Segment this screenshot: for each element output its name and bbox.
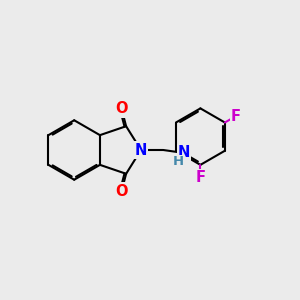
Text: O: O <box>116 184 128 199</box>
Text: N: N <box>135 142 147 158</box>
Text: F: F <box>231 109 241 124</box>
Text: O: O <box>116 101 128 116</box>
Text: N: N <box>178 146 190 160</box>
Text: H: H <box>173 155 184 168</box>
Text: F: F <box>195 170 206 185</box>
